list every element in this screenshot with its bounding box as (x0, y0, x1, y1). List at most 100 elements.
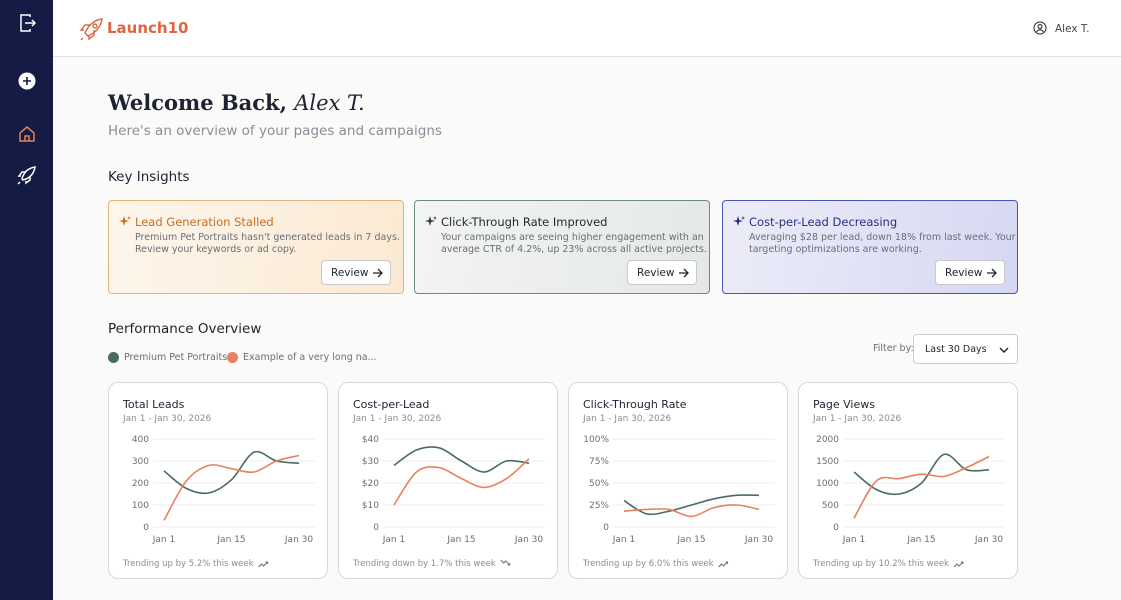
chart-card: Cost-per-Lead Jan 1 - Jan 30, 2026 0 $10 $20… (338, 382, 558, 579)
chart-subtitle: Jan 1 - Jan 30, 2026 (812, 414, 902, 424)
button-label: Review (637, 267, 675, 279)
y-tick-label: 300 (132, 457, 149, 467)
chart-card: Total Leads Jan 1 - Jan 30, 2026 0 100 200 30… (108, 382, 328, 579)
brand-name[interactable]: Launch10 (107, 19, 189, 37)
chart-subtitle: Jan 1 - Jan 30, 2026 (352, 414, 442, 424)
chart-title: Click-Through Rate (583, 398, 687, 411)
y-tick-label: $40 (362, 435, 379, 445)
review-button[interactable]: Review (627, 260, 697, 285)
y-tick-label: 25% (589, 501, 609, 511)
sparkle (733, 216, 745, 226)
y-tick-label: $30 (362, 457, 379, 467)
insight-line: Premium Pet Portraits hasn't generated l… (135, 232, 400, 243)
insight-card: Cost-per-Lead Decreasing Averaging $28 pe… (722, 200, 1018, 294)
chart-title: Cost-per-Lead (353, 398, 429, 411)
welcome-heading: Welcome Back, Alex T. (108, 90, 365, 115)
greeting: Welcome Back, (108, 90, 287, 115)
insight-line: Your campaigns are seeing higher engagem… (441, 232, 704, 243)
trend-icon (953, 561, 964, 568)
user-name[interactable]: Alex T. (1055, 23, 1090, 35)
y-tick-label: 1000 (816, 479, 839, 489)
arrow (679, 268, 689, 278)
chart-subtitle: Jan 1 - Jan 30, 2026 (122, 414, 212, 424)
arrow-icon (987, 268, 997, 278)
chart-title: Total Leads (122, 398, 185, 411)
insight-line: targeting optimizations are working. (749, 244, 922, 255)
arrow-icon (373, 268, 383, 278)
x-tick-label: Jan 1 (152, 535, 175, 545)
top-bar: Launch10 Alex T. (53, 0, 1121, 57)
series-line (163, 450, 300, 495)
insight-title: Lead Generation Stalled (135, 215, 274, 229)
chart-title: Page Views (813, 398, 875, 411)
x-tick-label: Jan 30 (974, 535, 1003, 545)
y-tick-label: 0 (833, 523, 839, 533)
x-tick-label: Jan 15 (446, 535, 475, 545)
user-icon (1033, 21, 1047, 35)
y-tick-label: 0 (603, 523, 609, 533)
insight-body: Premium Pet Portraits hasn't generated l… (135, 232, 400, 256)
x-tick-label: Jan 1 (382, 535, 405, 545)
insight-title: Cost-per-Lead Decreasing (749, 215, 898, 229)
trend-icon (718, 561, 729, 568)
legend-label: Example of a very long na... (243, 352, 377, 363)
chevron (999, 347, 1009, 353)
insight-card: Lead Generation Stalled Premium Pet Portr… (108, 200, 404, 294)
sparkle-icon (733, 216, 745, 226)
section-title: Performance Overview (108, 321, 262, 337)
arrow (373, 268, 383, 278)
y-tick-label: 400 (132, 435, 149, 445)
review-button[interactable]: Review (935, 260, 1005, 285)
y-tick-label: 500 (822, 501, 839, 511)
filter-label: Filter by: (873, 343, 914, 354)
x-tick-label: Jan 15 (906, 535, 935, 545)
home-icon[interactable] (19, 126, 35, 142)
brand-logo (79, 18, 103, 41)
user-name-italic: Alex T. (294, 91, 365, 115)
series-line (853, 453, 990, 496)
series-line (393, 446, 530, 473)
series-line (163, 454, 300, 521)
insight-line: Averaging $28 per lead, down 18% from la… (749, 232, 1016, 243)
section-title: Key Insights (108, 169, 190, 185)
add-icon[interactable] (18, 72, 36, 90)
y-tick-label: 100% (583, 435, 609, 445)
trend-icon (258, 561, 269, 568)
y-tick-label: 75% (589, 457, 609, 467)
chart-footer: Trending down by 1.7% this week (352, 559, 496, 569)
x-tick-label: Jan 15 (676, 535, 705, 545)
y-tick-label: 2000 (816, 435, 839, 445)
series-line (853, 455, 990, 519)
chart: Total Leads Jan 1 - Jan 30, 2026 0 100 200 30… (122, 398, 315, 569)
legend-label: Premium Pet Portraits (124, 352, 228, 363)
series-line (623, 504, 760, 518)
legend-swatch (227, 352, 238, 363)
y-tick-label: 50% (589, 479, 609, 489)
chart-card: Click-Through Rate Jan 1 - Jan 30, 2026 0 2… (568, 382, 788, 579)
insight-body: Averaging $28 per lead, down 18% from la… (749, 232, 1016, 256)
chart: Cost-per-Lead Jan 1 - Jan 30, 2026 0 $10 $20… (352, 398, 545, 569)
x-tick-label: Jan 1 (612, 535, 635, 545)
logout-icon[interactable] (20, 14, 37, 32)
chart-card: Page Views Jan 1 - Jan 30, 2026 0 500 1000 15… (798, 382, 1018, 579)
y-tick-label: 0 (373, 523, 379, 533)
sparkle-icon (119, 216, 131, 226)
button-label: Review (331, 267, 369, 279)
y-tick-label: 1500 (816, 457, 839, 467)
legend-swatch (108, 352, 119, 363)
chart-footer: Trending up by 10.2% this week (812, 559, 949, 569)
review-button[interactable]: Review (321, 260, 391, 285)
x-tick-label: Jan 1 (842, 535, 865, 545)
insight-line: average CTR of 4.2%, up 23% across all a… (441, 244, 707, 255)
sidebar (0, 0, 53, 600)
y-tick-label: 0 (143, 523, 149, 533)
rocket-icon[interactable] (17, 166, 36, 185)
subtitle: Here's an overview of your pages and cam… (108, 123, 442, 139)
series-line (623, 494, 760, 516)
x-tick-label: Jan 15 (216, 535, 245, 545)
chart-footer: Trending up by 6.0% this week (582, 559, 714, 569)
arrow-icon (679, 268, 689, 278)
button-label: Review (945, 267, 983, 279)
filter-select[interactable]: Last 30 Days (913, 334, 1018, 364)
